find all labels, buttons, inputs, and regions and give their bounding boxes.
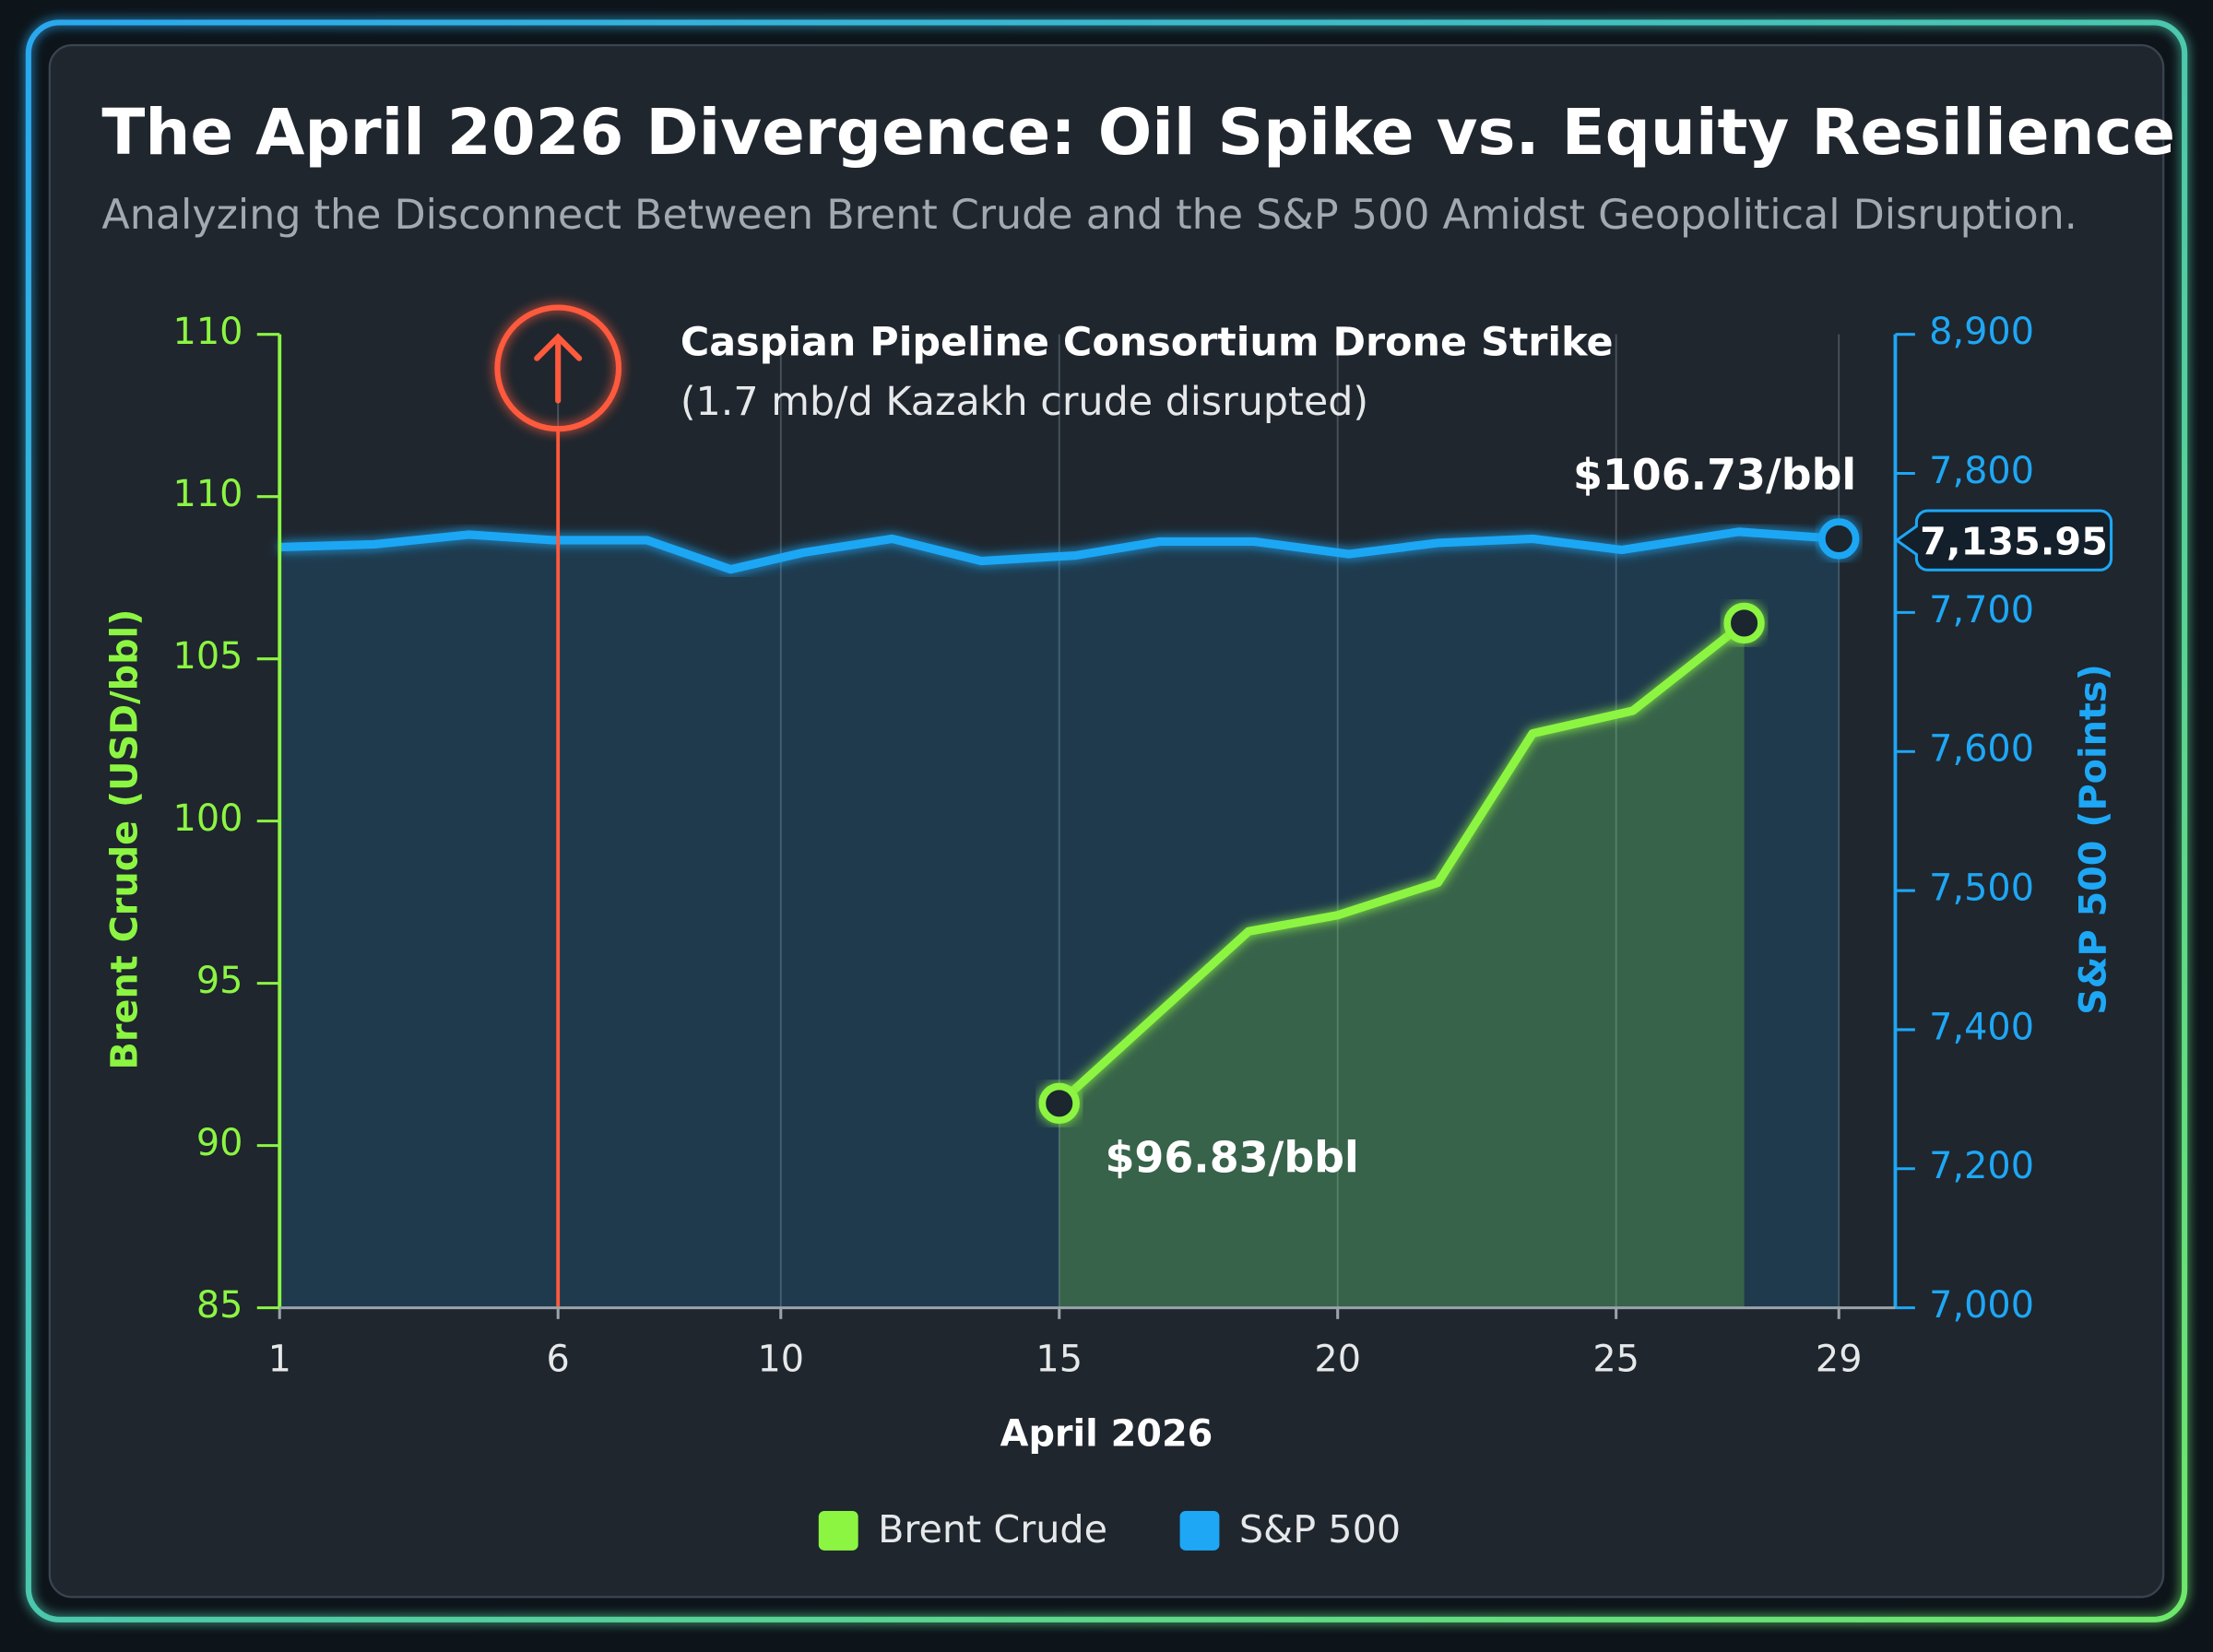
y2-tick-label: 7,000	[1929, 1284, 2034, 1327]
chart-title: The April 2026 Divergence: Oil Spike vs.…	[101, 96, 2175, 170]
series-area	[1059, 622, 1745, 1308]
y-tick-label: 110	[173, 311, 243, 353]
annotation: $96.83/bbl	[1105, 1133, 1358, 1183]
series-line	[1056, 620, 1747, 1107]
callout-box	[1894, 509, 2113, 572]
y2-axis-title: S&P 500 (Points)	[2072, 664, 2114, 1015]
y-tick-label: 110	[173, 473, 243, 515]
chart-subtitle: Analyzing the Disconnect Between Brent C…	[101, 192, 2077, 239]
series-area	[279, 531, 1840, 1308]
event-subtitle: (1.7 mb/d Kazakh crude disrupted)	[680, 379, 1368, 425]
y2-tick-label: 7,800	[1929, 450, 2034, 492]
legend-label: Brent Crude	[878, 1507, 1107, 1552]
y-tick-label: 105	[173, 635, 243, 678]
end-marker	[1723, 602, 1765, 644]
event-arrow	[534, 333, 583, 404]
legend-label: S&P 500	[1239, 1507, 1401, 1552]
series-line	[279, 527, 1840, 574]
legend-swatch	[818, 1510, 858, 1551]
end-marker	[1818, 518, 1860, 560]
y-axis-title: Brent Crude (USD/bbl)	[104, 609, 147, 1070]
y-tick-label: 85	[196, 1284, 243, 1327]
annotation: $106.73/bbl	[1573, 450, 1856, 500]
x-tick-label: 1	[268, 1338, 291, 1380]
plot-area: 1 6 10 15 20 25 29 Caspian Pipeline Consortium …	[104, 304, 2114, 1552]
y-tick-label: 90	[196, 1122, 243, 1164]
y2-tick-label: 7,500	[1929, 867, 2034, 910]
y2-tick-label: 7,600	[1929, 728, 2034, 771]
end-marker	[1038, 1082, 1080, 1125]
x-tick-label: 15	[1035, 1338, 1083, 1380]
frame	[25, 19, 2188, 1622]
annotation: 7,135.95	[1920, 519, 2108, 563]
x-tick-label: 6	[547, 1338, 570, 1380]
y2-tick-label: 7,700	[1929, 589, 2034, 631]
x-tick-label: 25	[1592, 1338, 1639, 1380]
y-tick-label: 100	[173, 797, 243, 840]
event-icon	[494, 304, 622, 432]
x-tick-label: 20	[1314, 1338, 1361, 1380]
x-axis-title: April 2026	[1000, 1413, 1213, 1456]
x-tick-label: 10	[757, 1338, 804, 1380]
y2-tick-label: 7,400	[1929, 1006, 2034, 1048]
panel	[48, 43, 2165, 1599]
x-tick-label: 29	[1816, 1338, 1863, 1380]
y2-tick-label: 8,900	[1929, 311, 2034, 353]
y2-tick-label: 7,200	[1929, 1145, 2034, 1187]
legend-swatch	[1179, 1510, 1220, 1551]
y-tick-label: 95	[196, 960, 243, 1002]
event-title: Caspian Pipeline Consortium Drone Strike	[680, 320, 1614, 366]
